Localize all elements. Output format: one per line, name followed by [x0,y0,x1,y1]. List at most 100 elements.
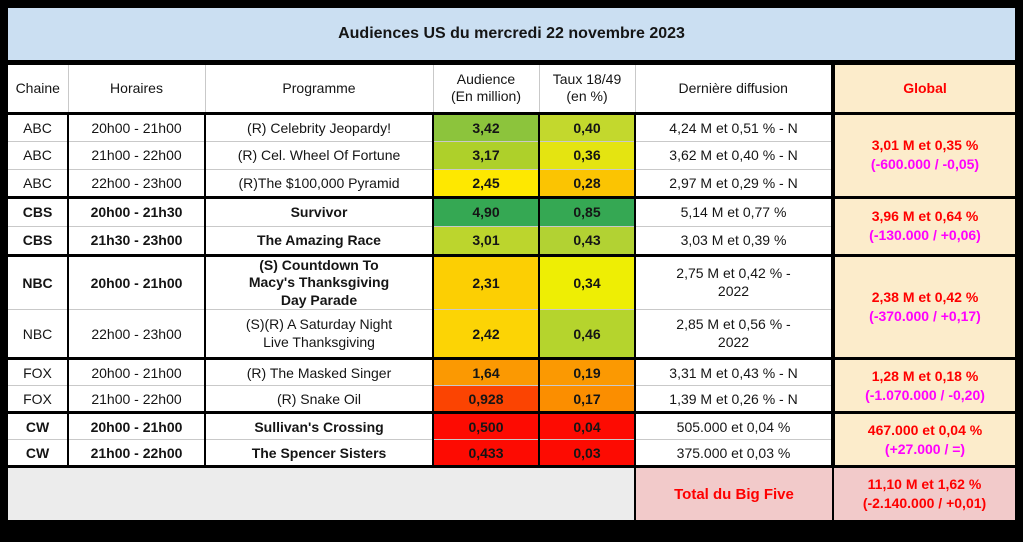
column-header-audience: Audience (En million) [432,65,539,115]
cell-audience: 2,31 [432,253,539,310]
cell-audience: 1,64 [432,357,539,386]
cell-taux: 0,43 [538,225,635,255]
footer-row: Total du Big Five 11,10 M et 1,62 % (-2.… [8,465,1015,520]
cell-chaine: FOX [8,385,68,413]
table-row: NBC 22h00 - 23h00 (S)(R) A Saturday Nigh… [8,309,1015,359]
cell-horaires: 20h00 - 21h00 [67,111,205,141]
cell-audience: 0,500 [432,411,539,440]
global-delta: (-1.070.000 / -0,20) [865,386,985,403]
cell-programme: (R)The $100,000 Pyramid [204,168,433,197]
cell-horaires: 22h00 - 23h00 [67,309,205,359]
column-header-taux: Taux 18/49 (en %) [538,65,635,115]
cell-programme: (R) The Masked Singer [204,357,433,386]
cell-taux: 0,17 [538,385,635,413]
cell-chaine: CBS [8,225,68,255]
cell-programme: (R) Cel. Wheel Of Fortune [204,140,433,169]
cell-taux: 0,03 [538,439,635,467]
column-header-programme: Programme [204,65,433,115]
cell-taux: 0,36 [538,140,635,169]
cell-audience: 2,45 [432,168,539,197]
cell-diffusion: 505.000 et 0,04 % [634,411,833,440]
cell-diffusion: 5,14 M et 0,77 % [634,195,833,226]
global-delta: (-370.000 / +0,17) [869,307,981,324]
global-delta: (+27.000 / =) [884,440,966,457]
cell-chaine: CBS [8,195,68,226]
page-title: Audiences US du mercredi 22 novembre 202… [8,8,1015,65]
global-value: 467.000 et 0,04 % [867,421,983,438]
cell-global-fox: 1,28 M et 0,18 % (-1.070.000 / -0,20) [831,357,1015,413]
cell-diffusion: 3,03 M et 0,39 % [634,225,833,255]
cell-global-cbs: 3,96 M et 0,64 % (-130.000 / +0,06) [831,195,1015,255]
table-row: FOX 21h00 - 22h00 (R) Snake Oil 0,928 0,… [8,385,1015,413]
cell-audience: 3,01 [432,225,539,255]
cell-taux: 0,85 [538,195,635,226]
footer-empty-cell [8,465,635,520]
cell-taux: 0,40 [538,111,635,141]
cell-programme: (S)(R) A Saturday Night Live Thanksgivin… [204,309,433,359]
table-row: ABC 20h00 - 21h00 (R) Celebrity Jeopardy… [8,111,1015,197]
cell-horaires: 20h00 - 21h00 [67,411,205,440]
global-value: 3,01 M et 0,35 % [871,137,979,154]
cell-audience: 2,42 [432,309,539,359]
cell-diffusion: 1,39 M et 0,26 % - N [634,385,833,413]
cell-diffusion: 2,97 M et 0,29 % - N [634,168,833,197]
table-row: CW 20h00 - 21h00 Sullivan's Crossing 0,5… [8,411,1015,467]
footer-total-label: Total du Big Five [634,465,833,520]
global-delta: (-600.000 / -0,05) [870,156,980,172]
cell-horaires: 21h00 - 22h00 [67,140,205,169]
audience-table: Chaine Horaires Programme Audience (En m… [8,65,1015,520]
table-row: ABC 22h00 - 23h00 (R)The $100,000 Pyrami… [8,168,1015,197]
cell-horaires: 21h00 - 22h00 [67,385,205,413]
cell-programme: The Amazing Race [204,225,433,255]
cell-audience: 4,90 [432,195,539,226]
cell-horaires: 20h00 - 21h00 [67,253,205,310]
cell-audience: 0,928 [432,385,539,413]
cell-chaine: CW [8,411,68,440]
global-delta: (-130.000 / +0,06) [869,227,981,243]
cell-programme: (R) Snake Oil [204,385,433,413]
table-row: ABC 21h00 - 22h00 (R) Cel. Wheel Of Fort… [8,140,1015,169]
cell-programme: Sullivan's Crossing [204,411,433,440]
cell-horaires: 21h00 - 22h00 [67,439,205,467]
cell-taux: 0,04 [538,411,635,440]
cell-global-cw: 467.000 et 0,04 % (+27.000 / =) [831,411,1015,467]
footer-total-line1: 11,10 M et 1,62 % [867,476,982,493]
global-value: 1,28 M et 0,18 % [871,367,979,384]
cell-diffusion: 2,85 M et 0,56 % - 2022 [634,309,833,359]
cell-diffusion: 2,75 M et 0,42 % - 2022 [634,253,833,310]
global-value: 2,38 M et 0,42 % [871,288,979,305]
table-row: CBS 20h00 - 21h30 Survivor 4,90 0,85 5,1… [8,195,1015,255]
global-value: 3,96 M et 0,64 % [871,208,979,225]
cell-diffusion: 3,62 M et 0,40 % - N [634,140,833,169]
cell-horaires: 20h00 - 21h00 [67,357,205,386]
table-row: NBC 20h00 - 21h00 (S) Countdown To Macy'… [8,253,1015,359]
cell-chaine: ABC [8,168,68,197]
cell-global-abc: 3,01 M et 0,35 % (-600.000 / -0,05) [831,111,1015,197]
cell-taux: 0,28 [538,168,635,197]
column-header-global: Global [831,65,1015,115]
cell-diffusion: 4,24 M et 0,51 % - N [634,111,833,141]
cell-audience: 3,17 [432,140,539,169]
cell-horaires: 21h30 - 23h00 [67,225,205,255]
cell-chaine: NBC [8,309,68,359]
cell-chaine: ABC [8,111,68,141]
column-header-horaires: Horaires [67,65,205,115]
cell-programme: Survivor [204,195,433,226]
column-header-chaine: Chaine [8,65,68,115]
cell-audience: 0,433 [432,439,539,467]
header-row: Chaine Horaires Programme Audience (En m… [8,65,1015,115]
table-row: CW 21h00 - 22h00 The Spencer Sisters 0,4… [8,439,1015,467]
cell-diffusion: 3,31 M et 0,43 % - N [634,357,833,386]
footer-total-line2: (-2.140.000 / +0,01) [862,495,987,511]
column-header-diffusion: Dernière diffusion [634,65,833,115]
cell-programme: (R) Celebrity Jeopardy! [204,111,433,141]
table-row: FOX 20h00 - 21h00 (R) The Masked Singer … [8,357,1015,413]
cell-taux: 0,34 [538,253,635,310]
footer-total-value: 11,10 M et 1,62 % (-2.140.000 / +0,01) [832,465,1015,520]
cell-taux: 0,19 [538,357,635,386]
cell-chaine: FOX [8,357,68,386]
table-row: CBS 21h30 - 23h00 The Amazing Race 3,01 … [8,225,1015,255]
cell-programme: (S) Countdown To Macy's Thanksgiving Day… [204,253,433,310]
cell-chaine: NBC [8,253,68,310]
cell-horaires: 20h00 - 21h30 [67,195,205,226]
